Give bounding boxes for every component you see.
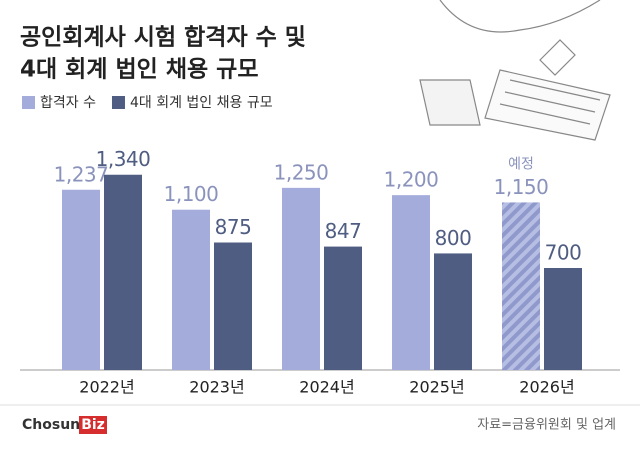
value-label: 700 bbox=[545, 241, 582, 265]
chart-title: 4대 회계 법인 채용 규모 bbox=[20, 57, 258, 83]
logo: Chosun bbox=[22, 417, 80, 433]
bar bbox=[62, 189, 100, 370]
annotation: 예정 bbox=[508, 156, 534, 172]
logo-box bbox=[79, 416, 107, 434]
value-label: 1,200 bbox=[384, 168, 439, 192]
illustration bbox=[419, 0, 611, 141]
x-tick-label: 2024년 bbox=[299, 378, 354, 397]
bar bbox=[172, 209, 210, 370]
x-tick-label: 2026년 bbox=[519, 378, 574, 397]
source: 자료=금융위원회 및 업계 bbox=[477, 418, 616, 433]
legend-swatch bbox=[22, 96, 35, 109]
x-tick-label: 2022년 bbox=[79, 378, 134, 397]
chart-title: 공인회계사 시험 합격자 수 및 bbox=[20, 25, 306, 51]
value-label: 1,250 bbox=[274, 160, 329, 184]
legend-label: 합격자 수 bbox=[40, 95, 96, 111]
bar bbox=[544, 268, 582, 370]
bar bbox=[104, 174, 142, 370]
x-tick-label: 2023년 bbox=[189, 378, 244, 397]
value-label: 1,150 bbox=[494, 175, 549, 199]
bar bbox=[502, 202, 540, 370]
x-tick-label: 2025년 bbox=[409, 378, 464, 397]
value-label: 1,100 bbox=[164, 182, 219, 206]
value-label: 800 bbox=[435, 226, 472, 250]
bar bbox=[392, 195, 430, 370]
bar bbox=[214, 242, 252, 370]
bar bbox=[324, 246, 362, 370]
legend-label: 4대 회계 법인 채용 규모 bbox=[130, 95, 273, 111]
bar bbox=[282, 187, 320, 370]
value-label: 875 bbox=[215, 215, 252, 239]
value-label: 847 bbox=[325, 219, 362, 243]
legend-swatch bbox=[111, 96, 125, 109]
logo: Biz bbox=[81, 417, 105, 433]
bar bbox=[434, 253, 472, 370]
value-label: 1,340 bbox=[96, 147, 151, 171]
value-label: 1,237 bbox=[54, 162, 109, 186]
